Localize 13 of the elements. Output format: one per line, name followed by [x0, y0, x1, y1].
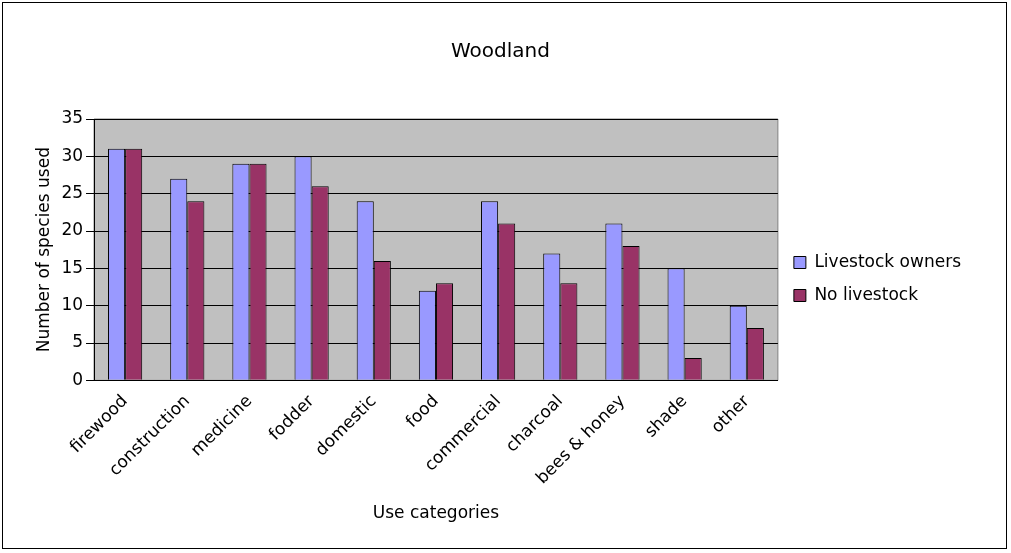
- x-axis-title: Use categories: [372, 502, 500, 523]
- y-tick-label: 20: [61, 219, 84, 240]
- legend-label: Livestock owners: [814, 250, 962, 271]
- y-tick-label: 10: [61, 294, 84, 315]
- y-tick-label: 30: [61, 144, 84, 165]
- y-tick-label: 5: [72, 331, 84, 352]
- y-tick-label: 25: [61, 182, 84, 203]
- y-axis-title: Number of species used: [32, 147, 53, 353]
- y-tick-label: 15: [61, 256, 84, 277]
- y-tick-label: 35: [61, 107, 84, 128]
- y-tick-label: 0: [72, 368, 84, 389]
- chart-title: Woodland: [451, 38, 550, 63]
- legend-label: No livestock: [814, 283, 919, 304]
